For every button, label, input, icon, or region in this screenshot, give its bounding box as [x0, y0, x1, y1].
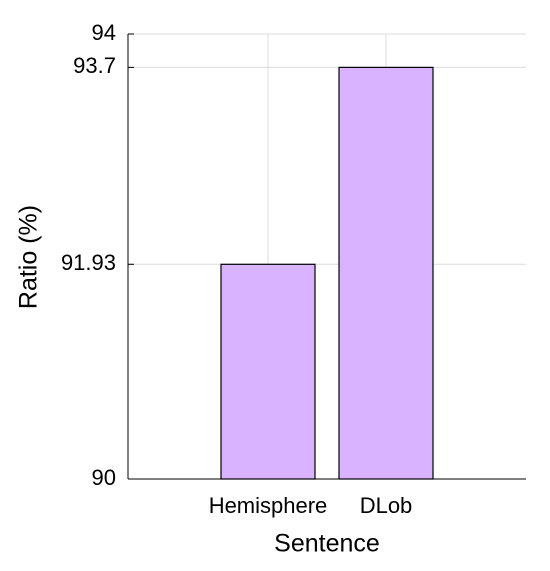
y-axis-label: Ratio (%) — [15, 205, 43, 309]
y-tick-label: 91.93 — [61, 250, 116, 275]
bar — [220, 263, 316, 480]
x-axis-label: Sentence — [274, 530, 380, 558]
y-tick-label: 94 — [92, 20, 116, 45]
y-tick-label: 93.7 — [73, 53, 116, 78]
x-tick-label: Hemisphere — [209, 493, 328, 518]
bar — [338, 66, 434, 480]
x-tick-label: DLob — [360, 493, 413, 518]
y-tick-label: 90 — [92, 465, 116, 490]
